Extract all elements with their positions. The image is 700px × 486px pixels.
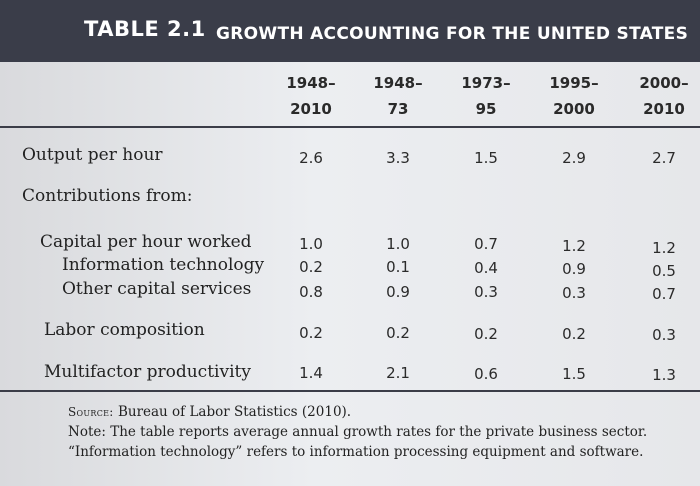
- table-cell: 0.2: [386, 324, 410, 342]
- table-cell: 1.2: [562, 237, 586, 255]
- table-cell: 0.2: [474, 325, 498, 343]
- table-cell: 1.5: [562, 365, 586, 383]
- column-header-2000-2010: 2000– 2010: [639, 74, 689, 118]
- column-header-1948-73: 1948– 73: [373, 74, 423, 118]
- table-cell: 0.6: [474, 365, 498, 383]
- table-cell: 0.2: [299, 258, 323, 276]
- column-header-1995-2000: 1995– 2000: [549, 74, 599, 118]
- source-label: Source:: [68, 405, 114, 419]
- note-line-1: Note: The table reports average annual g…: [68, 424, 648, 440]
- table-cell: 1.0: [299, 235, 323, 253]
- footer-divider: [0, 390, 700, 392]
- table-cell: 0.3: [562, 284, 586, 302]
- table-title: GROWTH ACCOUNTING FOR THE UNITED STATES: [216, 24, 689, 44]
- table-cell: 1.5: [474, 149, 498, 167]
- source-line: Source: Bureau of Labor Statistics (2010…: [68, 402, 647, 422]
- row-label-other-capital-services: Other capital services: [62, 279, 252, 299]
- row-label-information-technology: Information technology: [62, 255, 265, 275]
- row-label-contributions-from: Contributions from:: [22, 186, 193, 206]
- table-cell: 0.9: [386, 283, 410, 301]
- table-cell: 0.3: [652, 326, 676, 344]
- table-cell: 2.7: [652, 149, 676, 167]
- table-cell: 0.1: [386, 258, 410, 276]
- table-cell: 0.2: [299, 324, 323, 342]
- row-label-capital-per-hour: Capital per hour worked: [40, 232, 252, 252]
- table-cell: 0.2: [562, 325, 586, 343]
- table-cell: 1.3: [652, 366, 676, 384]
- header-divider: [0, 126, 700, 128]
- row-label-multifactor-productivity: Multifactor productivity: [44, 362, 251, 382]
- table-cell: 2.6: [299, 149, 323, 167]
- table-cell: 1.4: [299, 364, 323, 382]
- note-line-2: “Information technology” refers to infor…: [68, 444, 644, 460]
- column-header-1948-2010: 1948– 2010: [286, 74, 336, 118]
- table-cell: 0.8: [299, 283, 323, 301]
- table-cell: 0.7: [474, 235, 498, 253]
- table-cell: 0.5: [652, 262, 676, 280]
- column-header-1973-95: 1973– 95: [461, 74, 511, 118]
- table-cell: 0.3: [474, 283, 498, 301]
- row-label-output-per-hour: Output per hour: [22, 145, 163, 165]
- source-text: Bureau of Labor Statistics (2010).: [117, 404, 352, 420]
- row-label-labor-composition: Labor composition: [44, 320, 205, 340]
- table-cell: 1.0: [386, 235, 410, 253]
- table-title-bar: TABLE 2.1 GROWTH ACCOUNTING FOR THE UNIT…: [0, 0, 700, 62]
- table-label: TABLE 2.1: [84, 17, 206, 41]
- table-cell: 0.7: [652, 285, 676, 303]
- table-cell: 0.4: [474, 259, 498, 277]
- table-cell: 1.2: [652, 239, 676, 257]
- table-cell: 0.9: [562, 260, 586, 278]
- table-notes: Source: Bureau of Labor Statistics (2010…: [68, 402, 647, 462]
- table-cell: 2.1: [386, 364, 410, 382]
- table-cell: 3.3: [386, 149, 410, 167]
- table-cell: 2.9: [562, 149, 586, 167]
